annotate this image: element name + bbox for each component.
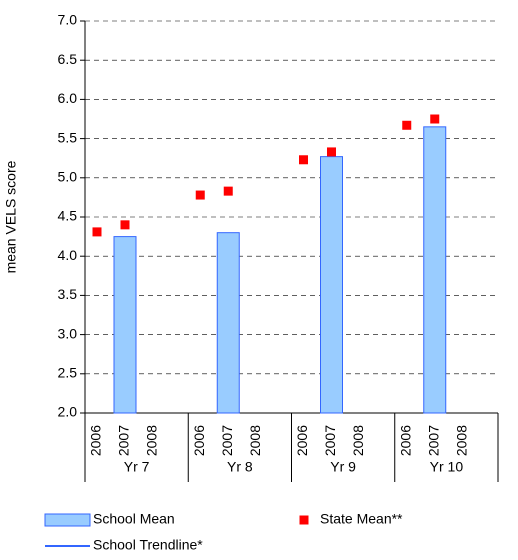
y-axis-label: mean VELS score (3, 160, 19, 273)
x-tick-label: 2006 (88, 425, 104, 456)
y-tick-label: 3.5 (58, 286, 78, 302)
y-tick-label: 2.5 (58, 365, 78, 381)
x-tick-label: 2008 (144, 425, 160, 456)
legend-label: School Trendline* (93, 537, 203, 553)
x-tick-label: 2008 (247, 425, 263, 456)
x-tick-label: 2008 (350, 425, 366, 456)
x-tick-label: 2007 (116, 425, 132, 456)
x-tick-label: 2006 (191, 425, 207, 456)
point (120, 220, 130, 230)
point (299, 155, 308, 165)
point (195, 190, 205, 200)
y-tick-label: 4.5 (58, 208, 78, 224)
y-tick-label: 6.5 (58, 51, 78, 67)
legend-label: School Mean (93, 511, 175, 527)
bar (320, 156, 343, 414)
point (430, 114, 440, 124)
legend-swatch (299, 515, 309, 525)
group-label: Yr 9 (330, 459, 356, 475)
group-label: Yr 8 (227, 459, 253, 475)
point (402, 120, 412, 130)
x-tick-label: 2008 (453, 425, 469, 456)
x-tick-label: 2006 (294, 425, 310, 456)
y-tick-label: 3.0 (58, 325, 78, 341)
y-tick-label: 5.5 (58, 129, 78, 145)
legend-swatch (44, 513, 91, 527)
point (327, 147, 336, 157)
bar (113, 236, 137, 414)
group-label: Yr 7 (124, 459, 150, 475)
y-tick-label: 4.0 (58, 247, 78, 263)
bar (216, 232, 240, 414)
y-tick-label: 6.0 (58, 90, 78, 106)
group-label: Yr 10 (430, 459, 464, 475)
x-tick-label: 2006 (397, 425, 413, 456)
x-tick-label: 2007 (425, 425, 441, 456)
point (223, 186, 233, 196)
y-tick-label: 7.0 (58, 12, 78, 28)
point (92, 227, 102, 237)
y-tick-label: 2.0 (58, 404, 78, 420)
bar (423, 126, 447, 414)
x-tick-label: 2007 (322, 425, 338, 456)
legend-label: State Mean** (320, 511, 403, 527)
y-tick-label: 5.0 (58, 169, 78, 185)
x-tick-label: 2007 (219, 425, 235, 456)
